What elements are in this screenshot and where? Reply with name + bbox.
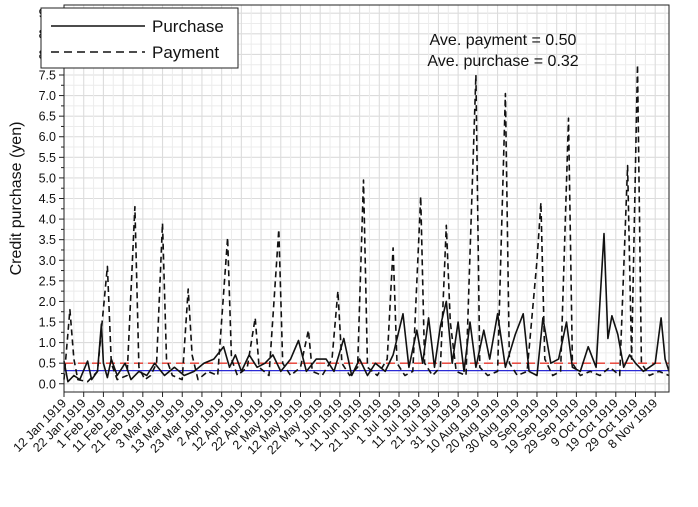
y-tick-label: 1.0 <box>39 336 56 350</box>
y-tick-label: 3.0 <box>39 254 56 268</box>
legend-label-payment: Payment <box>152 43 219 62</box>
y-tick-label: 5.0 <box>39 171 56 185</box>
y-axis-title: Credit purchase (yen) <box>8 122 25 276</box>
y-tick-label: 1.5 <box>39 316 56 330</box>
y-tick-label: 6.0 <box>39 130 56 144</box>
y-tick-label: 6.5 <box>39 110 56 124</box>
y-tick-label: 0.0 <box>39 377 56 391</box>
y-tick-label: 2.0 <box>39 295 56 309</box>
series-layer <box>63 63 670 383</box>
y-tick-label: 7.0 <box>39 89 56 103</box>
y-tick-label: 4.5 <box>39 192 56 206</box>
y-tick-label: 3.5 <box>39 233 56 247</box>
reference-lines <box>64 362 669 372</box>
y-tick-label: 0.5 <box>39 357 56 371</box>
y-tick-label: 5.5 <box>39 151 56 165</box>
y-tick-label: 7.5 <box>39 68 56 82</box>
annotation-ave-payment: Ave. payment = 0.50 <box>430 32 577 49</box>
series-line-purchase <box>63 232 670 383</box>
y-tick-label: 4.0 <box>39 213 56 227</box>
legend-box <box>40 7 239 69</box>
y-tick-label: 2.5 <box>39 274 56 288</box>
legend-label-purchase: Purchase <box>152 17 224 36</box>
legend: Purchase Payment <box>40 7 239 69</box>
series-line-payment <box>63 63 670 383</box>
annotation-ave-purchase: Ave. purchase = 0.32 <box>427 53 578 70</box>
